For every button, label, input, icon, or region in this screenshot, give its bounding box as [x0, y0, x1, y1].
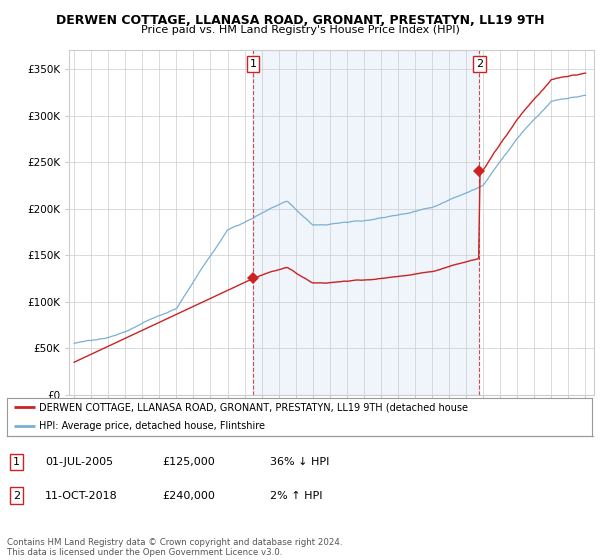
Text: DERWEN COTTAGE, LLANASA ROAD, GRONANT, PRESTATYN, LL19 9TH: DERWEN COTTAGE, LLANASA ROAD, GRONANT, P…: [56, 14, 544, 27]
Text: £125,000: £125,000: [162, 457, 215, 467]
Text: 01-JUL-2005: 01-JUL-2005: [45, 457, 113, 467]
Text: 1: 1: [13, 457, 20, 467]
Bar: [253, 50, 479, 395]
Text: 2: 2: [476, 59, 483, 69]
Text: DERWEN COTTAGE, LLANASA ROAD, GRONANT, PRESTATYN, LL19 9TH (detached house: DERWEN COTTAGE, LLANASA ROAD, GRONANT, P…: [40, 402, 469, 412]
Text: 2: 2: [13, 491, 20, 501]
Text: 1: 1: [250, 59, 257, 69]
Text: 11-OCT-2018: 11-OCT-2018: [45, 491, 118, 501]
Text: £240,000: £240,000: [162, 491, 215, 501]
Text: HPI: Average price, detached house, Flintshire: HPI: Average price, detached house, Flin…: [40, 421, 265, 431]
Text: Price paid vs. HM Land Registry's House Price Index (HPI): Price paid vs. HM Land Registry's House …: [140, 25, 460, 35]
Text: 36% ↓ HPI: 36% ↓ HPI: [270, 457, 329, 467]
Text: 2% ↑ HPI: 2% ↑ HPI: [270, 491, 323, 501]
Text: Contains HM Land Registry data © Crown copyright and database right 2024.
This d: Contains HM Land Registry data © Crown c…: [7, 538, 343, 557]
